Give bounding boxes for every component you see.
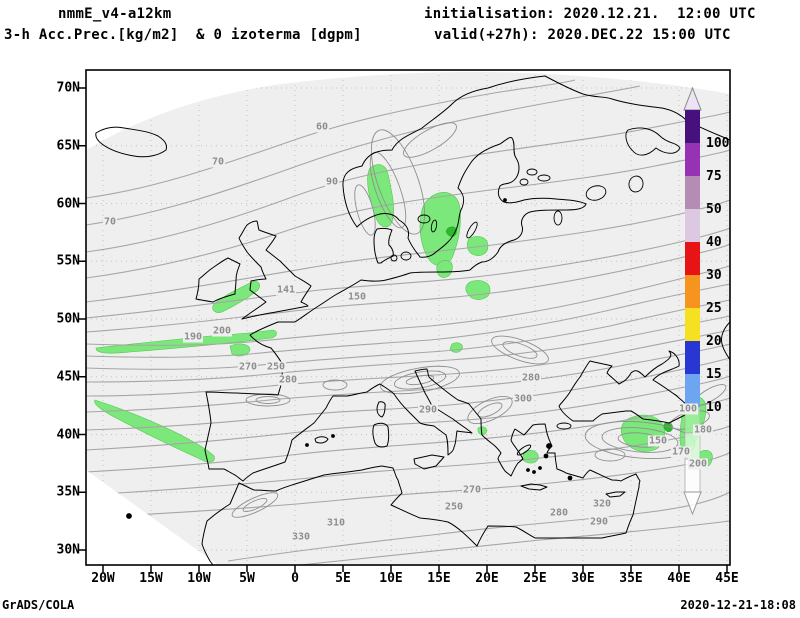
init-time: initialisation: 2020.12.21. 12:00 UTC <box>424 6 756 22</box>
domain-mask-top <box>86 70 730 150</box>
timestamp: 2020-12-21-18:08 <box>680 598 796 612</box>
svg-text:20: 20 <box>706 334 722 349</box>
axis-ticks <box>79 87 728 572</box>
lakes-and-islands <box>126 168 644 519</box>
model-title: nmmE_v4-a12km <box>58 6 172 22</box>
svg-text:25: 25 <box>706 301 722 316</box>
svg-text:15: 15 <box>706 367 722 382</box>
svg-text:10: 10 <box>706 400 722 415</box>
svg-text:40: 40 <box>706 235 722 250</box>
svg-text:30: 30 <box>706 268 722 283</box>
isotherm-contours <box>85 79 731 566</box>
svg-text:50: 50 <box>706 202 722 217</box>
coastlines <box>95 75 731 566</box>
dense-contour-clusters <box>231 122 727 518</box>
grads-credit: GrADS/COLA <box>2 598 75 612</box>
map-frame <box>85 69 731 566</box>
valid-time: valid(+27h): 2020.DEC.22 15:00 UTC <box>434 27 731 43</box>
svg-text:100: 100 <box>706 136 730 151</box>
model-domain-shading <box>86 71 730 566</box>
svg-text:75: 75 <box>706 169 722 184</box>
domain-mask-bottom-left <box>86 470 218 565</box>
field-title: 3-h Acc.Prec.[kg/m2] & 0 izoterma [dgpm] <box>4 27 362 43</box>
